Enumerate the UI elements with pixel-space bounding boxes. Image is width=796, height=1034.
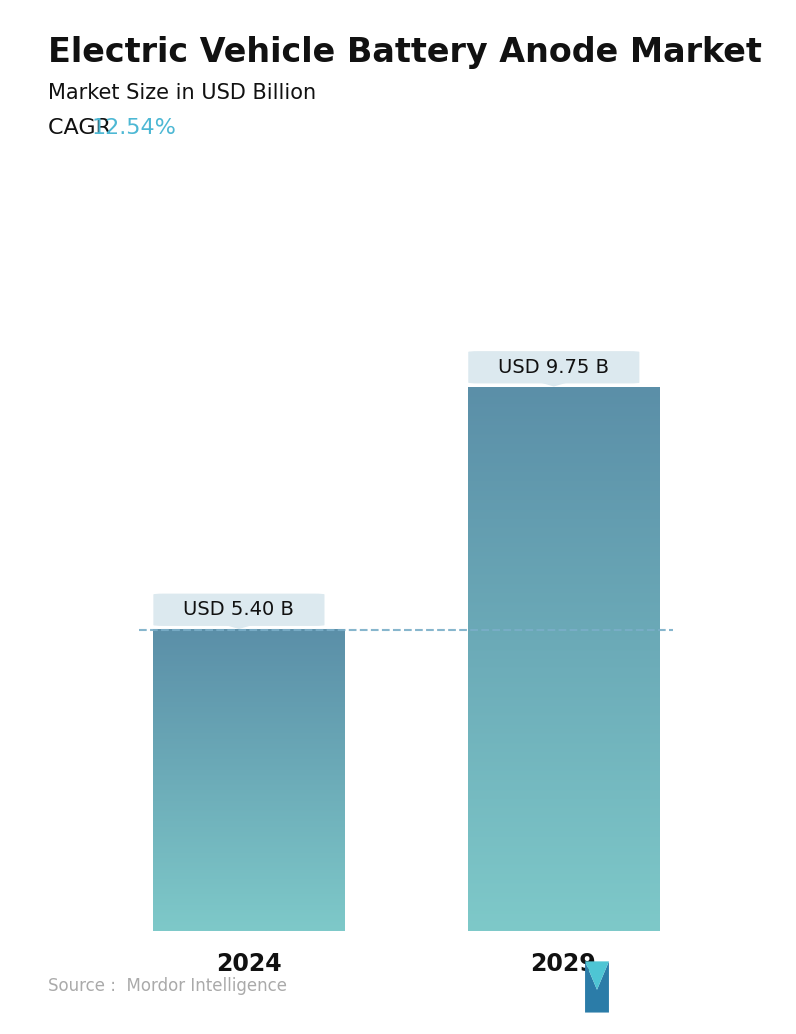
Text: Market Size in USD Billion: Market Size in USD Billion <box>48 83 316 102</box>
Polygon shape <box>585 962 609 1012</box>
FancyBboxPatch shape <box>468 352 639 384</box>
Polygon shape <box>537 382 571 387</box>
Text: USD 5.40 B: USD 5.40 B <box>184 601 295 619</box>
Text: Electric Vehicle Battery Anode Market: Electric Vehicle Battery Anode Market <box>48 36 762 69</box>
FancyBboxPatch shape <box>154 594 325 626</box>
Text: CAGR: CAGR <box>48 118 125 138</box>
Text: Source :  Mordor Intelligence: Source : Mordor Intelligence <box>48 977 287 995</box>
Text: 12.54%: 12.54% <box>92 118 177 138</box>
Polygon shape <box>222 624 256 629</box>
Polygon shape <box>585 962 609 990</box>
Text: USD 9.75 B: USD 9.75 B <box>498 358 609 376</box>
